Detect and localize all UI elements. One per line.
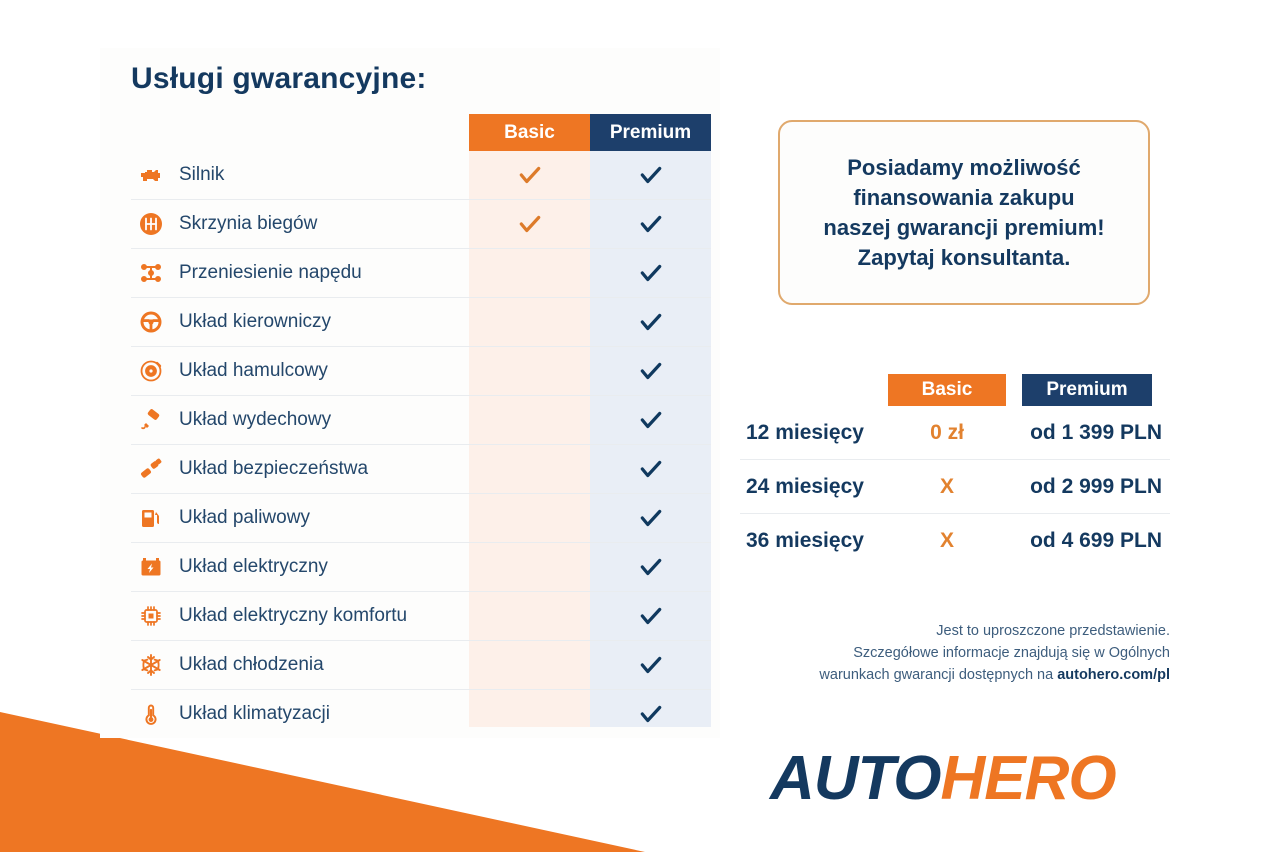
feature-label: Układ wydechowy: [179, 409, 332, 430]
basic-availability-cell: [469, 249, 590, 297]
brake-disc-icon: [131, 347, 171, 395]
feature-label: Układ klimatyzacji: [179, 703, 330, 724]
premium-availability-cell: [590, 690, 711, 738]
price-premium-value: od 2 999 PLN: [1030, 475, 1162, 498]
feature-label: Układ kierowniczy: [179, 311, 332, 332]
promo-line-3: naszej gwarancji premium!: [823, 214, 1105, 240]
price-period-label: 36 miesięcy: [746, 529, 864, 552]
premium-availability-cell: [590, 200, 711, 248]
table-row: Układ paliwowy: [131, 494, 711, 543]
basic-availability-cell: [469, 396, 590, 444]
battery-icon: [131, 543, 171, 591]
price-basic-value: X: [939, 529, 954, 552]
table-row: Układ kierowniczy: [131, 298, 711, 347]
drivetrain-icon: [131, 249, 171, 297]
premium-availability-cell: [590, 445, 711, 493]
price-basic-value: X: [939, 475, 954, 498]
table-row: Silnik: [131, 151, 711, 200]
column-header-premium: Premium: [590, 114, 711, 151]
steering-wheel-icon: [131, 298, 171, 346]
premium-availability-cell: [590, 151, 711, 199]
price-row: 12 miesięcy 0 zł od 1 399 PLN: [740, 406, 1170, 460]
disclaimer: Jest to uproszczone przedstawienie. Szcz…: [720, 620, 1170, 686]
table-row: Układ elektryczny komfortu: [131, 592, 711, 641]
feature-table-header: Basic Premium: [131, 114, 711, 151]
basic-availability-cell: [469, 298, 590, 346]
price-row: 24 miesięcy X od 2 999 PLN: [740, 460, 1170, 514]
basic-availability-cell: [469, 690, 590, 738]
feature-label: Układ paliwowy: [179, 507, 310, 528]
price-premium-value: od 4 699 PLN: [1030, 529, 1162, 552]
price-row: 36 miesięcy X od 4 699 PLN: [740, 514, 1170, 567]
logo-auto-text: AUTO: [770, 744, 942, 813]
page-title: Usługi gwarancyjne:: [131, 62, 427, 95]
price-table: Basic Premium 12 miesięcy 0 zł od 1 399 …: [740, 374, 1170, 567]
basic-availability-cell: [469, 151, 590, 199]
seatbelt-icon: [131, 445, 171, 493]
promo-line-1: Posiadamy możliwość: [847, 154, 1081, 180]
premium-availability-cell: [590, 298, 711, 346]
premium-column-band: [590, 114, 711, 727]
column-header-basic: Basic: [469, 114, 590, 151]
basic-availability-cell: [469, 641, 590, 689]
feature-comparison-table: Basic Premium Silnik Skrzynia biegów: [131, 114, 711, 738]
premium-availability-cell: [590, 494, 711, 542]
price-period-label: 12 miesięcy: [746, 421, 864, 444]
chip-icon: [131, 592, 171, 640]
price-column-header-basic: Basic: [888, 374, 1006, 406]
table-row: Układ klimatyzacji: [131, 690, 711, 738]
premium-availability-cell: [590, 249, 711, 297]
exhaust-icon: [131, 396, 171, 444]
gearbox-icon: [131, 200, 171, 248]
price-table-header: Basic Premium: [740, 374, 1170, 406]
table-row: Układ chłodzenia: [131, 641, 711, 690]
logo-hero-text: HERO: [940, 744, 1117, 813]
feature-label: Układ elektryczny komfortu: [179, 605, 408, 626]
feature-label: Skrzynia biegów: [179, 213, 318, 234]
disclaimer-line-1: Jest to uproszczone przedstawienie.: [936, 623, 1170, 639]
basic-availability-cell: [469, 445, 590, 493]
price-period-label: 24 miesięcy: [746, 475, 864, 498]
price-premium-value: od 1 399 PLN: [1030, 421, 1162, 444]
financing-promo-box: Posiadamy możliwość finansowania zakupu …: [778, 120, 1150, 305]
table-row: Układ hamulcowy: [131, 347, 711, 396]
feature-label: Układ hamulcowy: [179, 360, 328, 381]
table-row: Skrzynia biegów: [131, 200, 711, 249]
price-column-header-premium: Premium: [1022, 374, 1152, 406]
premium-availability-cell: [590, 347, 711, 395]
premium-availability-cell: [590, 543, 711, 591]
feature-label: Silnik: [179, 164, 225, 185]
thermometer-icon: [131, 690, 171, 738]
basic-availability-cell: [469, 347, 590, 395]
fuel-pump-icon: [131, 494, 171, 542]
price-basic-value: 0 zł: [930, 421, 964, 444]
disclaimer-line-3: warunkach gwarancji dostępnych na autohe…: [720, 664, 1170, 686]
feature-label: Układ elektryczny: [179, 556, 328, 577]
basic-column-band: [469, 114, 590, 727]
basic-availability-cell: [469, 592, 590, 640]
engine-icon: [131, 151, 171, 199]
autohero-logo: AUTOHERO: [770, 748, 1117, 810]
table-row: Układ elektryczny: [131, 543, 711, 592]
disclaimer-line-2: Szczegółowe informacje znajdują się w Og…: [853, 645, 1170, 661]
promo-line-4: Zapytaj konsultanta.: [857, 244, 1071, 270]
snowflake-icon: [131, 641, 171, 689]
autohero-website-link[interactable]: autohero.com/pl: [1057, 667, 1170, 683]
premium-availability-cell: [590, 641, 711, 689]
feature-label: Układ chłodzenia: [179, 654, 324, 675]
promo-line-2: finansowania zakupu: [853, 184, 1075, 210]
basic-availability-cell: [469, 543, 590, 591]
feature-label: Układ bezpieczeństwa: [179, 458, 369, 479]
table-row: Przeniesienie napędu: [131, 249, 711, 298]
premium-availability-cell: [590, 396, 711, 444]
feature-label: Przeniesienie napędu: [179, 262, 362, 283]
basic-availability-cell: [469, 494, 590, 542]
table-row: Układ wydechowy: [131, 396, 711, 445]
disclaimer-line-3-prefix: warunkach gwarancji dostępnych na: [819, 667, 1058, 683]
basic-availability-cell: [469, 200, 590, 248]
table-row: Układ bezpieczeństwa: [131, 445, 711, 494]
premium-availability-cell: [590, 592, 711, 640]
